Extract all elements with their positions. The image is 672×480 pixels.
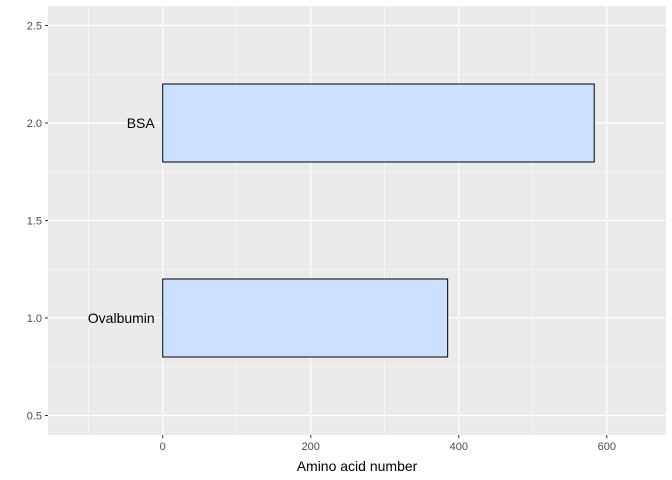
y-tick-label: 1.0	[27, 313, 42, 325]
y-tick-label: 0.5	[27, 411, 42, 423]
bar-label: BSA	[127, 115, 156, 131]
y-tick-label: 2.5	[27, 21, 42, 33]
x-axis-title: Amino acid number	[297, 458, 418, 474]
x-tick-label: 200	[302, 441, 320, 453]
y-tick-label: 1.5	[27, 216, 42, 228]
x-tick-label: 600	[598, 441, 616, 453]
y-axis: 0.5 1.0 1.5 2.0 2.5	[27, 21, 48, 423]
bar-bsa	[162, 83, 595, 163]
bars	[162, 83, 595, 358]
y-tick-label: 2.0	[27, 118, 42, 130]
bar-label: Ovalbumin	[88, 310, 155, 326]
x-tick-label: 400	[450, 441, 468, 453]
bar-ovalbumin	[162, 278, 449, 358]
x-tick-label: 0	[160, 441, 166, 453]
x-axis: 0 200 400 600	[160, 435, 616, 453]
bar-labels: Ovalbumin BSA	[88, 115, 156, 326]
